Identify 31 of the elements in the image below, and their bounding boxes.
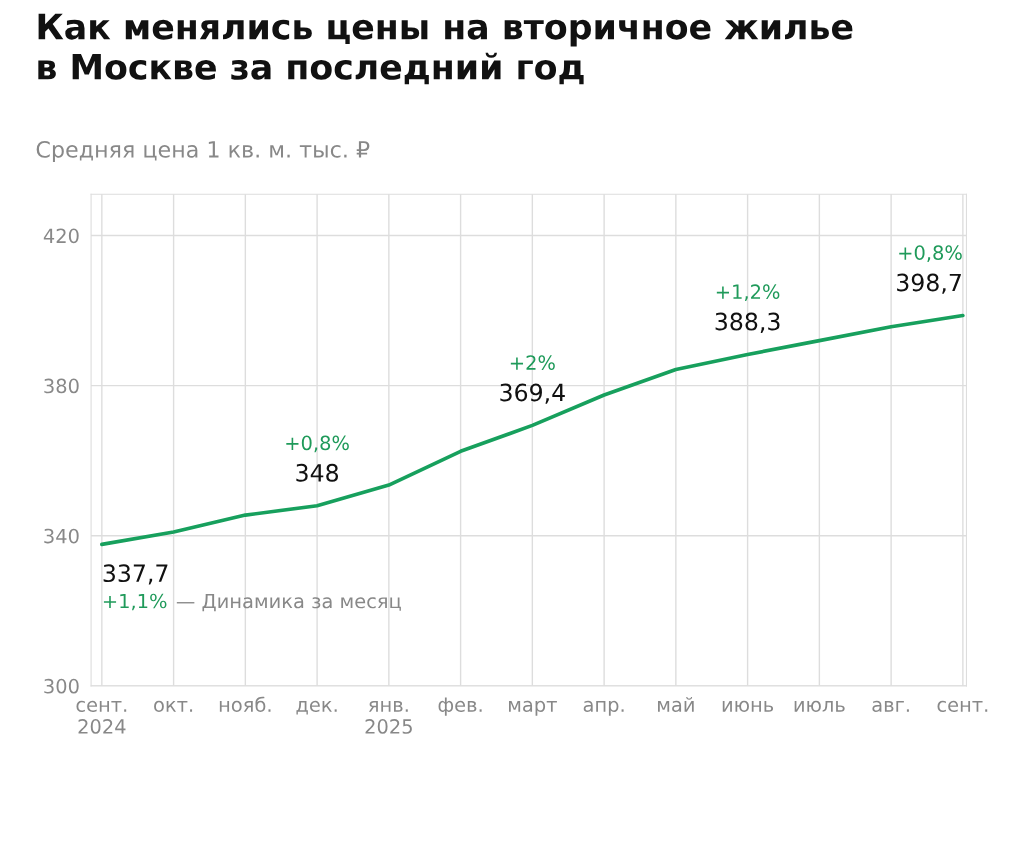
y-tick-label: 420 [43,228,79,244]
annotation: — Динамика за месяц [176,593,401,612]
chart-title: Как менялись цены на вторичное жилье в Москве за последний год [38,13,853,85]
annotation: +2% [510,355,555,370]
chart-subtitle: Средняя цена 1 кв. м. тыс. ₽ [36,140,370,163]
y-tick-label: 340 [44,528,79,544]
x-tick-label: янв. 2025 [365,701,412,734]
x-tick-label: авг. [872,700,909,713]
annotation: +1,2% [716,284,780,302]
y-tick-label: 300 [44,678,79,694]
annotation: +1,1% [103,593,167,611]
annotation: +0,8% [286,435,349,453]
x-tick-label: июнь [722,700,774,713]
y-tick-label: 380 [44,378,79,394]
x-tick-label: сент. [937,700,988,713]
x-tick-label: нояб. [219,696,271,713]
x-tick-label: сент. 2024 [76,700,127,734]
data-label: 369,4 [500,383,565,404]
data-label: 388,3 [715,312,780,333]
x-tick-label: окт. [154,700,193,713]
line-series [100,313,965,547]
data-label: 348 [296,463,339,482]
x-tick-label: май [658,697,694,713]
x-tick-label: фев. [438,697,482,716]
annotation: +0,8% [899,245,962,262]
data-label: 337,7 [103,564,168,585]
x-tick-label: апр. [583,700,624,716]
x-tick-label: март [509,700,557,716]
data-label: 398,7 [897,273,961,294]
x-tick-label: дек. [296,700,337,715]
x-tick-label: июль [794,700,845,713]
